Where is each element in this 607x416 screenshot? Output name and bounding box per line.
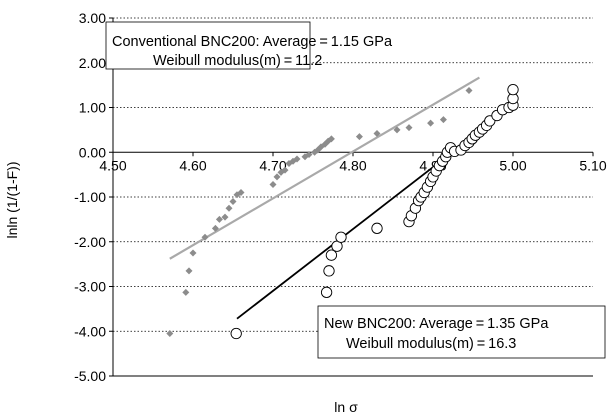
conventional-data-point — [182, 288, 190, 296]
conventional-data-point — [166, 329, 174, 337]
conventional-data-point — [427, 119, 435, 127]
conventional-data-point — [405, 124, 413, 132]
conventional-data-point — [215, 215, 223, 223]
conventional-data-point — [373, 129, 381, 137]
new-annotation-frame — [317, 305, 606, 359]
y-tick-label: -1.00 — [74, 189, 106, 205]
conventional-data-point — [305, 150, 313, 158]
new-data-point — [323, 265, 335, 277]
x-tick-label: 4.70 — [259, 157, 286, 173]
y-tick-label: -3.00 — [74, 279, 106, 295]
conventional-data-point — [211, 224, 219, 232]
x-tick-label: 5.00 — [499, 157, 526, 173]
x-tick-label: 4.50 — [99, 157, 126, 173]
y-tick-label: -5.00 — [74, 368, 106, 384]
y-tick-label: -2.00 — [74, 234, 106, 250]
new-average-label: New BNC200: Average = 1.35 GPa — [324, 316, 549, 332]
data-points — [166, 83, 519, 340]
new-data-point — [230, 327, 242, 340]
conventional-annotation-frame — [105, 21, 311, 70]
new-annotation-box: New BNC200: Average = 1.35 GPa Weibull m… — [317, 305, 606, 359]
new-data-point — [325, 249, 338, 261]
conventional-data-point — [201, 233, 209, 241]
conventional-data-point — [185, 267, 193, 275]
new-modulus-label: Weibull modulus(m) = 16.3 — [346, 336, 516, 352]
conventional-data-point — [355, 133, 363, 141]
conventional-fit-line — [169, 76, 480, 260]
new-data-point — [320, 286, 333, 298]
x-tick-label: 5.10 — [579, 157, 606, 173]
conventional-data-point — [229, 197, 237, 205]
conventional-average-label: Conventional BNC200: Average = 1.15 GPa — [112, 34, 393, 50]
conventional-data-point — [293, 155, 301, 163]
conventional-annotation-box: Conventional BNC200: Average = 1.15 GPa … — [105, 21, 393, 70]
x-tick-label: 4.80 — [339, 157, 366, 173]
tick-labels: 3.00 2.00 1.00 0.00 -1.00 -2.00 -3.00 -4.00 -5.0… — [74, 10, 607, 384]
y-tick-label: 1.00 — [79, 100, 106, 116]
y-tick-label: 3.00 — [79, 10, 106, 26]
x-axis-title: ln σ — [334, 399, 358, 415]
conventional-data-point — [225, 204, 233, 212]
conventional-data-point — [393, 126, 401, 134]
conventional-data-point — [327, 135, 335, 143]
conventional-modulus-label: Weibull modulus(m) = 11.2 — [153, 53, 322, 69]
conventional-data-point — [221, 213, 229, 221]
y-tick-label: 2.00 — [79, 55, 106, 71]
new-data-point — [507, 83, 519, 96]
conventional-data-point — [237, 189, 245, 197]
new-data-point — [371, 222, 383, 234]
new-data-point — [335, 231, 347, 243]
conventional-data-point — [189, 249, 197, 257]
fit-lines — [169, 76, 514, 320]
y-tick-label: -4.00 — [74, 323, 106, 339]
conventional-data-point — [281, 166, 289, 174]
conventional-data-point — [465, 86, 473, 94]
x-tick-label: 4.60 — [179, 157, 206, 173]
y-axis-title: lnln (1/(1-F)) — [4, 161, 20, 238]
y-tick-label: 0.00 — [79, 144, 106, 160]
conventional-data-point — [269, 180, 277, 188]
conventional-data-point — [273, 173, 281, 181]
conventional-data-point — [439, 116, 447, 124]
